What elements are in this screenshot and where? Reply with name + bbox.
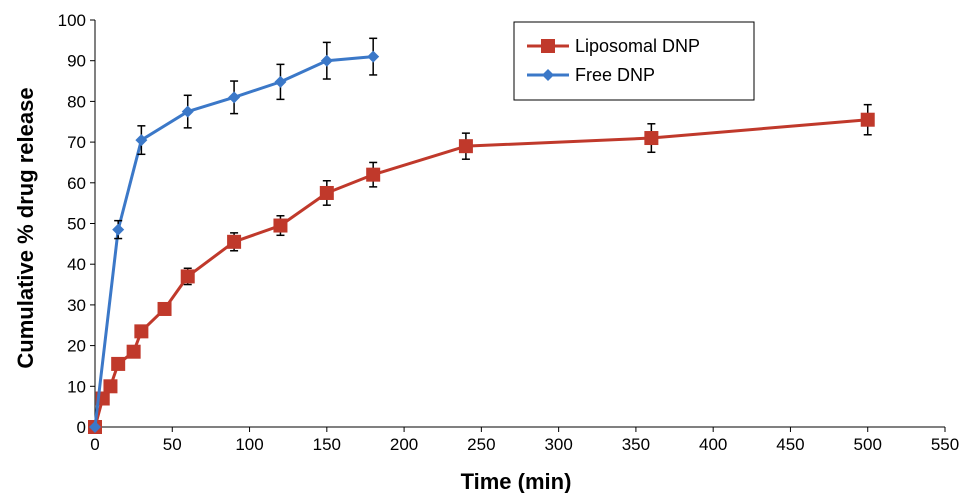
x-tick-label: 300	[544, 435, 572, 454]
y-tick-label: 80	[67, 92, 86, 111]
y-tick-label: 90	[67, 52, 86, 71]
x-tick-label: 250	[467, 435, 495, 454]
y-tick-labels: 0 10 20 30 40 50 60 70 80 90 100	[58, 11, 86, 437]
data-point	[860, 112, 875, 127]
y-tick-label: 60	[67, 174, 86, 193]
data-point	[181, 105, 194, 118]
data-point	[135, 134, 148, 147]
y-axis-title: Cumulative % drug release	[13, 87, 38, 368]
x-tick-label: 0	[90, 435, 99, 454]
data-point	[320, 54, 333, 67]
legend: Liposomal DNP Free DNP	[513, 21, 755, 101]
data-point	[227, 234, 242, 249]
x-tick-label: 400	[699, 435, 727, 454]
data-point	[180, 269, 195, 284]
data-point	[89, 421, 101, 433]
y-tick-label: 10	[67, 377, 86, 396]
x-tick-label: 150	[313, 435, 341, 454]
data-point	[134, 324, 149, 339]
axes	[90, 19, 946, 432]
legend-label-free: Free DNP	[575, 65, 655, 85]
series-free-dnp	[89, 37, 380, 433]
legend-marker-free	[542, 69, 554, 81]
y-tick-label: 0	[77, 418, 86, 437]
legend-marker-liposomal	[541, 39, 555, 53]
y-tick-label: 40	[67, 255, 86, 274]
series-line-free-dnp	[93, 55, 374, 428]
data-point	[273, 218, 288, 233]
series-line-liposomal-dnp	[93, 118, 868, 428]
data-point	[274, 75, 287, 88]
x-axis-title: Time (min)	[461, 469, 572, 493]
data-point	[126, 344, 141, 359]
data-point	[458, 139, 473, 154]
data-point	[367, 50, 380, 63]
data-point	[366, 167, 381, 182]
x-tick-labels: 0 50 100 150 200 250 300 350 400 450 500 550	[90, 435, 959, 454]
data-point	[228, 91, 241, 104]
series-layer	[88, 37, 875, 434]
data-point	[111, 356, 126, 371]
x-tick-label: 500	[854, 435, 882, 454]
data-point	[319, 185, 334, 200]
legend-label-liposomal: Liposomal DNP	[575, 36, 700, 56]
y-tick-label: 20	[67, 337, 86, 356]
data-point	[644, 131, 659, 146]
x-tick-label: 200	[390, 435, 418, 454]
x-tick-label: 100	[235, 435, 263, 454]
data-point	[112, 223, 125, 236]
y-tick-label: 50	[67, 215, 86, 234]
y-tick-label: 70	[67, 133, 86, 152]
legend-box	[513, 21, 755, 101]
x-tick-label: 350	[622, 435, 650, 454]
y-tick-label: 30	[67, 296, 86, 315]
data-point	[103, 379, 118, 394]
x-tick-label: 50	[163, 435, 182, 454]
y-tick-label: 100	[58, 11, 86, 30]
x-tick-label: 550	[931, 435, 959, 454]
series-liposomal-dnp	[88, 103, 875, 434]
data-point	[157, 301, 172, 316]
x-tick-label: 450	[776, 435, 804, 454]
